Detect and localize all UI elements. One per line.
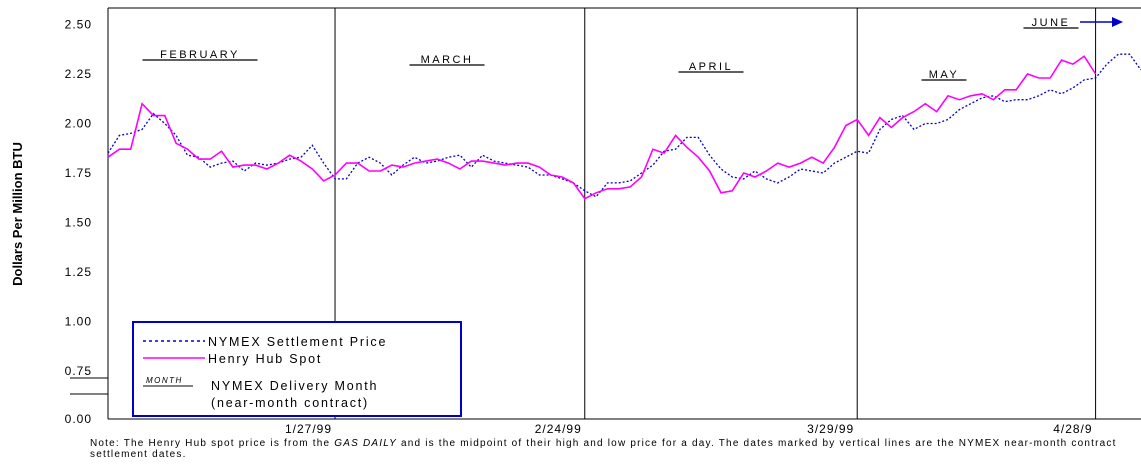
y-tick-label: 0.00 (65, 412, 92, 426)
month-label: MAY (929, 69, 960, 81)
y-tick-label: 1.75 (65, 166, 92, 180)
y-ticks: 0.00 0.75 1.00 1.25 1.50 1.75 2.00 2.25 2.50 (65, 18, 92, 427)
price-chart: Dollars Per Million BTU 0.00 0.75 1.00 1.25… (10, 7, 1141, 436)
y-axis-label: Dollars Per Million BTU (10, 142, 25, 286)
x-tick-label: 4/28/9 (1053, 422, 1092, 436)
series-line (107, 55, 1097, 200)
footnote: Note: The Henry Hub spot price is from t… (90, 438, 1130, 460)
legend-box (132, 321, 462, 417)
month-label: MARCH (421, 54, 474, 66)
footnote-source: GAS DAILY (334, 438, 397, 449)
x-tick-label: 3/29/99 (807, 422, 854, 436)
y-tick-label: 2.00 (65, 117, 92, 131)
y-tick-label: 1.00 (65, 315, 92, 329)
month-label: JUNE (1032, 17, 1071, 29)
series-lines (107, 53, 1141, 200)
x-ticks: 1/27/99 2/24/99 3/29/99 4/28/9 (285, 422, 1092, 436)
month-labels: FEBRUARY MARCH APRIL MAY JUNE (142, 17, 1079, 81)
june-arrow-head (1112, 17, 1123, 27)
legend-label-nymex: NYMEX Settlement Price (208, 335, 387, 349)
legend-label-henry-hub: Henry Hub Spot (208, 352, 322, 366)
footnote-prefix: Note: The Henry Hub spot price is from t… (90, 438, 335, 449)
y-tick-label: 1.25 (65, 265, 92, 279)
y-tick-label: 2.50 (65, 18, 92, 32)
x-tick-label: 1/27/99 (285, 422, 332, 436)
x-tick-label: 2/24/99 (535, 422, 582, 436)
footnote-rest: and is the midpoint of their high and lo… (90, 438, 1117, 460)
month-label: FEBRUARY (160, 49, 240, 61)
y-tick-label: 1.50 (65, 216, 92, 230)
y-tick-label: 2.25 (65, 67, 92, 81)
legend-month-sample: MONTH (146, 376, 183, 385)
month-label: APRIL (689, 61, 733, 73)
y-tick-label: 0.75 (65, 364, 92, 378)
legend: NYMEX Settlement Price Henry Hub Spot MO… (132, 321, 462, 417)
legend-label-near-month: (near-month contract) (211, 396, 369, 410)
series-line (107, 53, 1141, 198)
legend-label-delivery-month: NYMEX Delivery Month (211, 379, 378, 393)
